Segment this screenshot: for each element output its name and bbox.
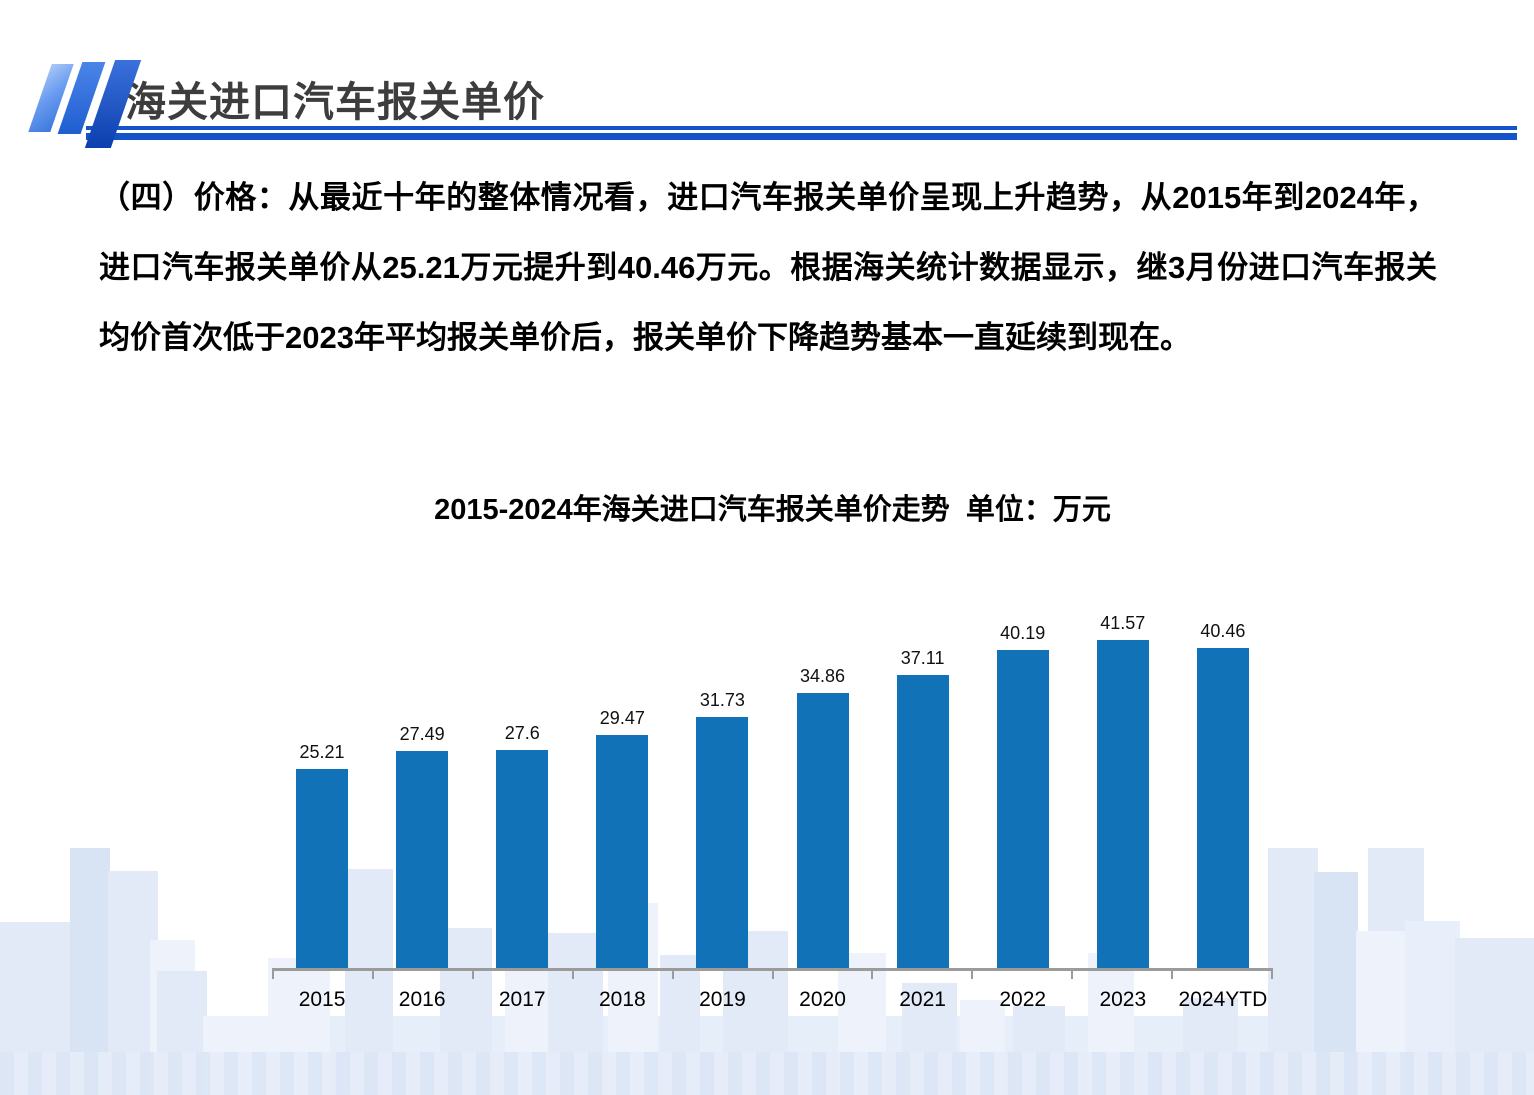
header-divider-thin — [86, 126, 1517, 130]
header-divider-thick — [86, 133, 1517, 140]
chart-category-2023: 41.57 — [1073, 613, 1173, 968]
bar-value-label: 40.19 — [1000, 623, 1046, 643]
bar-value-label: 34.86 — [799, 666, 846, 686]
x-axis-labels: 2015 2016 2017 2018 2019 2020 2021 2022 2023 2024… — [272, 988, 1273, 1012]
chart-category-2022: 40.19 — [973, 623, 1073, 968]
axis-tick — [272, 971, 374, 979]
bar-2017 — [496, 750, 549, 968]
x-axis-label-2020: 2020 — [799, 988, 846, 1011]
chart-category-2018: 29.47 — [572, 708, 672, 968]
bar-value-label: 29.47 — [599, 708, 645, 728]
bar-2018 — [596, 735, 649, 968]
axis-tick — [1073, 971, 1174, 979]
bar-value-label: 31.73 — [699, 690, 745, 710]
axis-tick — [374, 971, 474, 979]
bar-value-label: 41.57 — [1100, 613, 1146, 633]
bar-chart-plot-area: 25.21 27.49 27.6 29.47 31.73 34.86 37.11 40.19 4… — [272, 588, 1273, 971]
bar-2015 — [296, 769, 349, 968]
x-axis-label-2021: 2021 — [899, 988, 946, 1011]
chart-category-2020: 34.86 — [772, 666, 872, 968]
axis-tick — [774, 971, 874, 979]
x-axis-label-2018: 2018 — [598, 988, 646, 1011]
bar-2023 — [1096, 640, 1149, 968]
bar-2019 — [696, 717, 749, 968]
chart-category-2017: 27.6 — [472, 723, 572, 968]
bar-2024YTD — [1196, 648, 1249, 968]
chart-category-2021: 37.11 — [873, 648, 973, 968]
bar-value-label: 27.6 — [504, 723, 540, 743]
slide-logo-icon — [26, 60, 142, 155]
bar-value-label: 25.21 — [299, 742, 345, 762]
bar-value-label: 37.11 — [900, 648, 945, 668]
bar-value-label: 27.49 — [399, 724, 445, 744]
x-axis-label-2017: 2017 — [498, 988, 546, 1011]
x-axis-label-2023: 2023 — [1099, 988, 1147, 1011]
x-axis-label-2016: 2016 — [398, 988, 446, 1011]
bar-2022 — [996, 650, 1049, 968]
x-axis-ticks — [272, 971, 1274, 979]
bar-2016 — [396, 751, 449, 968]
bar-2021 — [896, 675, 949, 968]
axis-tick — [574, 971, 674, 979]
chart-category-2016: 27.49 — [372, 724, 472, 968]
chart-title: 2015-2024年海关进口汽车报关单价走势 单位：万元 — [434, 494, 1111, 526]
page-title: 海关进口汽车报关单价 — [125, 79, 545, 125]
x-axis-label-2015: 2015 — [298, 988, 346, 1011]
bar-2020 — [796, 693, 849, 968]
chart-category-2024YTD: 40.46 — [1173, 621, 1273, 968]
chart-category-2019: 31.73 — [672, 690, 772, 968]
x-axis-label-2019: 2019 — [699, 988, 746, 1011]
axis-tick — [873, 971, 974, 979]
chart-category-2015: 25.21 — [272, 742, 372, 968]
axis-tick — [1173, 971, 1274, 979]
axis-tick — [973, 971, 1074, 979]
bottom-stripe-band — [0, 1052, 1534, 1095]
x-axis-label-2022: 2022 — [999, 988, 1047, 1011]
axis-tick — [474, 971, 574, 979]
axis-tick — [674, 971, 774, 979]
x-axis-label-2024YTD: 2024YTD — [1178, 988, 1268, 1011]
body-paragraph: （四）价格：从最近十年的整体情况看，进口汽车报关单价呈现上升趋势，从2015年到… — [99, 180, 1437, 355]
bar-value-label: 40.46 — [1200, 621, 1246, 641]
